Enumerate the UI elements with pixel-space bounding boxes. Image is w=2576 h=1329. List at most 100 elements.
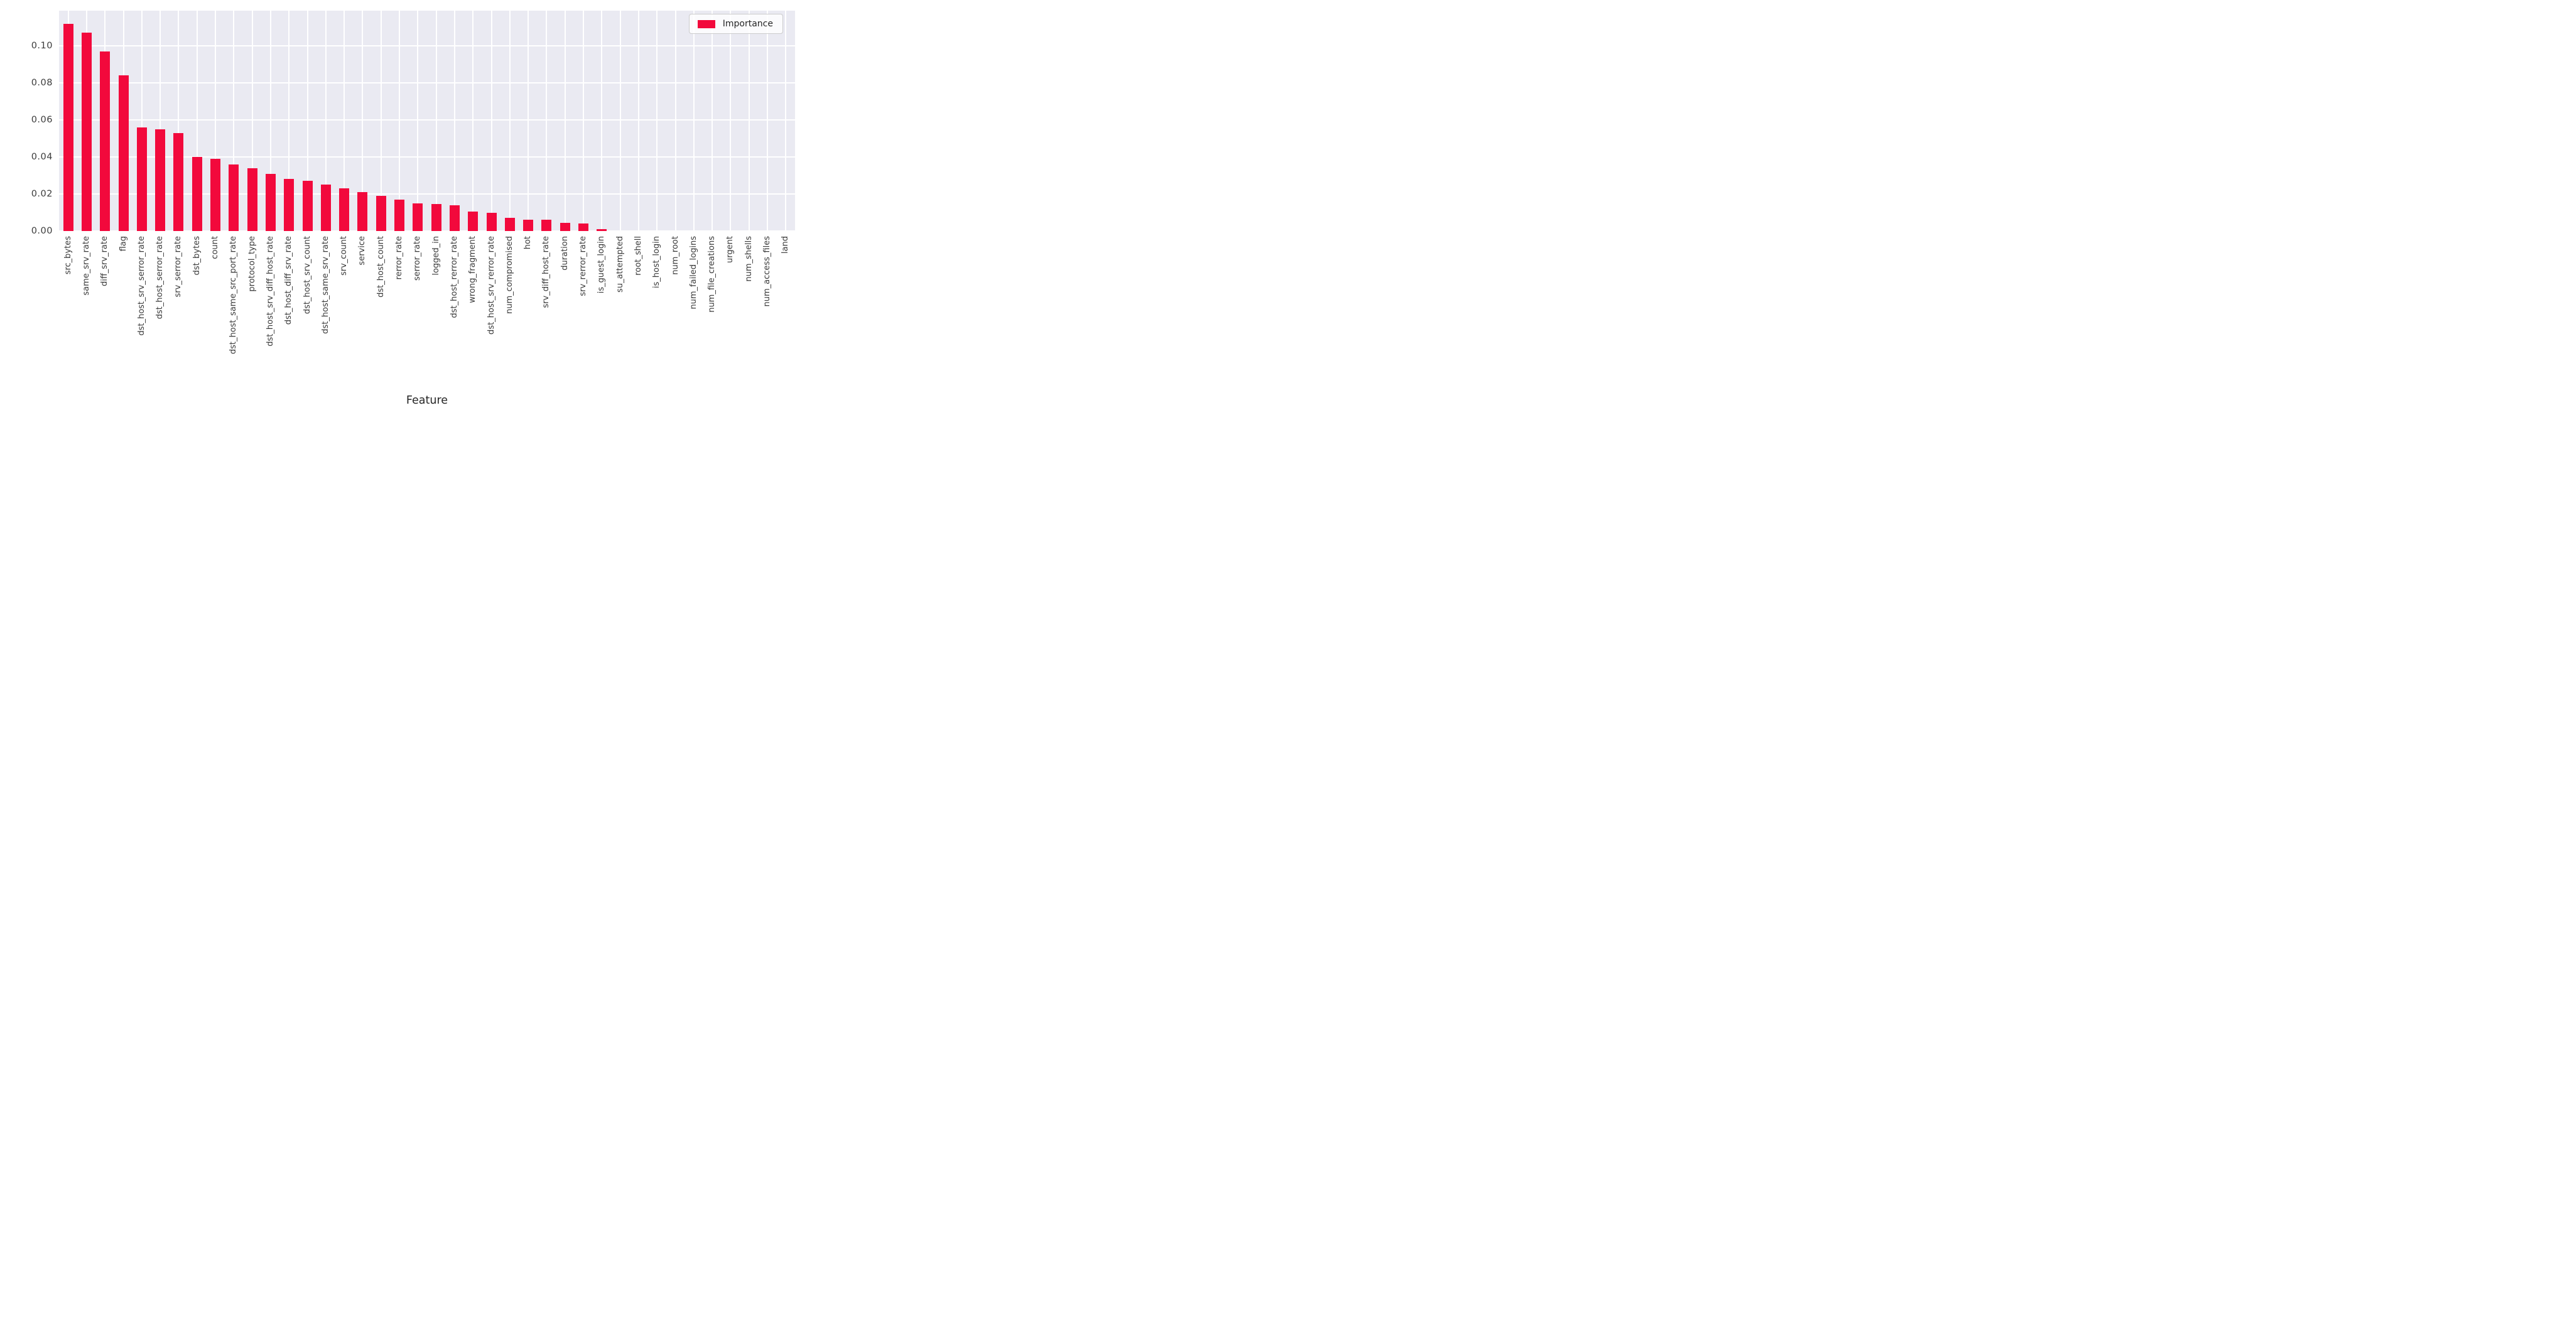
- bar-srv_serror_rate: [173, 132, 184, 231]
- gridline-horizontal: [59, 156, 795, 158]
- x-tick-label: num_access_files: [762, 236, 772, 307]
- x-tick-label: dst_host_srv_count: [302, 236, 312, 315]
- x-tick-label: same_srv_rate: [81, 236, 91, 296]
- x-tick-label: num_file_creations: [707, 236, 717, 313]
- x-tick-label: num_shells: [744, 236, 754, 282]
- gridline-vertical: [417, 11, 419, 231]
- bar-src_bytes: [63, 23, 73, 231]
- bar-dst_host_rerror_rate: [449, 205, 460, 231]
- x-tick-label: urgent: [725, 236, 735, 263]
- gridline-vertical: [528, 11, 529, 231]
- bar-is_guest_login: [597, 229, 607, 231]
- gridline-vertical: [453, 11, 455, 231]
- x-tick-label: diff_srv_rate: [100, 236, 110, 287]
- x-tick-label: srv_rerror_rate: [578, 236, 588, 296]
- x-tick-label: dst_host_srv_diff_host_rate: [265, 236, 275, 347]
- gridline-vertical: [546, 11, 548, 231]
- gridline-vertical: [380, 11, 382, 231]
- bar-service: [357, 192, 368, 231]
- gridline-vertical: [344, 11, 345, 231]
- gridline-vertical: [693, 11, 695, 231]
- x-tick-label: logged_in: [431, 236, 441, 276]
- bar-flag: [118, 75, 129, 231]
- bar-dst_bytes: [192, 157, 202, 231]
- gridline-horizontal: [59, 193, 795, 195]
- x-tick-label: dst_host_same_srv_rate: [320, 236, 330, 334]
- x-tick-label: dst_host_same_src_port_rate: [229, 236, 239, 355]
- gridline-vertical: [233, 11, 235, 231]
- bar-dst_host_srv_rerror_rate: [486, 212, 497, 231]
- x-tick-label: num_root: [670, 236, 680, 275]
- x-tick-label: num_compromised: [504, 236, 514, 314]
- x-tick-label: su_attempted: [615, 236, 625, 293]
- x-tick-label: is_host_login: [652, 236, 662, 289]
- bar-dst_host_same_src_port_rate: [229, 164, 239, 231]
- bar-dst_host_same_srv_rate: [320, 185, 331, 231]
- gridline-vertical: [730, 11, 732, 231]
- y-tick-label: 0.04: [31, 152, 53, 163]
- bar-dst_host_diff_srv_rate: [284, 179, 295, 231]
- x-tick-label: serror_rate: [413, 236, 423, 281]
- bar-srv_count: [339, 188, 350, 231]
- gridline-horizontal: [59, 230, 795, 232]
- gridline-vertical: [325, 11, 327, 231]
- bar-diff_srv_rate: [100, 51, 111, 231]
- gridline-vertical: [196, 11, 198, 231]
- legend: Importance: [688, 14, 783, 34]
- bar-dst_host_srv_count: [302, 181, 313, 231]
- bar-dst_host_count: [376, 195, 386, 231]
- gridline-horizontal: [59, 82, 795, 84]
- x-tick-label: dst_bytes: [192, 236, 202, 276]
- x-tick-label: land: [781, 236, 791, 254]
- gridline-vertical: [748, 11, 750, 231]
- x-tick-label: srv_serror_rate: [173, 236, 183, 298]
- gridline-vertical: [160, 11, 161, 231]
- legend-swatch-icon: [697, 19, 715, 28]
- gridline-vertical: [269, 11, 271, 231]
- gridline-vertical: [490, 11, 492, 231]
- gridline-vertical: [288, 11, 290, 231]
- gridline-vertical: [215, 11, 217, 231]
- bar-dst_host_srv_serror_rate: [136, 127, 147, 231]
- bar-hot: [523, 220, 534, 231]
- bar-rerror_rate: [394, 199, 405, 231]
- gridline-vertical: [767, 11, 769, 231]
- x-tick-label: src_bytes: [63, 236, 73, 275]
- bar-num_compromised: [504, 218, 515, 231]
- x-tick-label: dst_host_diff_srv_rate: [284, 236, 294, 325]
- x-tick-label: dst_host_serror_rate: [155, 236, 165, 320]
- gridline-vertical: [178, 11, 180, 231]
- gridline-vertical: [637, 11, 639, 231]
- bar-serror_rate: [413, 203, 423, 231]
- x-tick-label: dst_host_srv_serror_rate: [136, 236, 146, 336]
- y-tick-label: 0.06: [31, 115, 53, 126]
- bar-same_srv_rate: [81, 33, 92, 231]
- bar-count: [210, 158, 221, 231]
- x-tick-label: count: [210, 236, 220, 259]
- bar-dst_host_serror_rate: [155, 129, 166, 231]
- gridline-vertical: [601, 11, 603, 231]
- x-tick-label: srv_diff_host_rate: [541, 236, 551, 308]
- gridline-vertical: [306, 11, 308, 231]
- x-tick-label: service: [357, 236, 367, 266]
- gridline-vertical: [435, 11, 437, 231]
- x-tick-label: srv_count: [339, 236, 349, 276]
- x-tick-label: wrong_fragment: [468, 236, 478, 303]
- plot-area: [59, 11, 795, 232]
- bar-duration: [560, 222, 570, 231]
- gridline-vertical: [619, 11, 621, 231]
- bar-protocol_type: [247, 168, 257, 231]
- gridline-vertical: [141, 11, 143, 231]
- y-tick-label: 0.08: [31, 78, 53, 89]
- gridline-vertical: [656, 11, 658, 231]
- gridline-vertical: [251, 11, 253, 231]
- gridline-vertical: [564, 11, 566, 231]
- y-tick-label: 0.10: [31, 41, 53, 51]
- gridline-vertical: [785, 11, 787, 231]
- bar-wrong_fragment: [468, 212, 479, 231]
- bar-srv_rerror_rate: [578, 223, 589, 231]
- x-tick-label: root_shell: [633, 236, 643, 276]
- x-tick-label: flag: [118, 236, 128, 252]
- x-tick-label: dst_host_count: [376, 236, 386, 298]
- x-tick-label: rerror_rate: [394, 236, 404, 280]
